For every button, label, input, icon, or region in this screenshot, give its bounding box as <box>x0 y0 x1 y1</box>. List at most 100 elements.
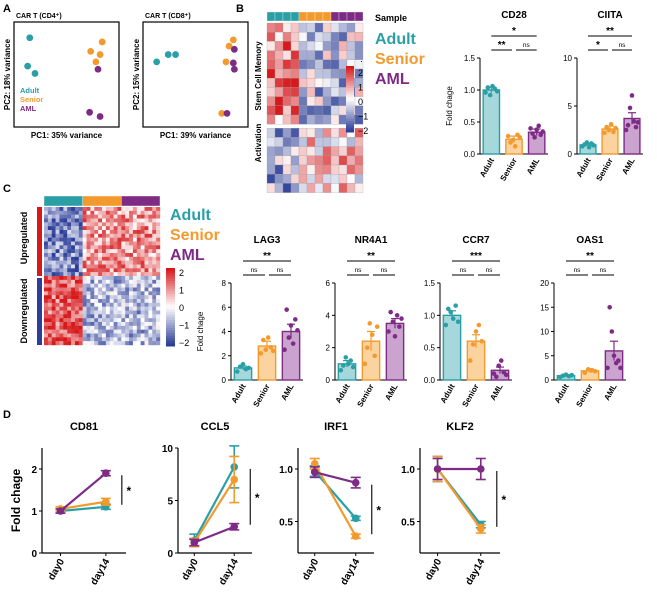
heatmap-c-cell-21-26 <box>144 287 149 292</box>
heatmap-c-cell-21-13 <box>94 287 99 292</box>
heatmap-b-scale-step-17 <box>346 103 354 107</box>
heatmap-c-cell-19-21 <box>125 279 130 284</box>
heatmap-b-scale-step-12 <box>346 92 354 96</box>
heatmap-c-cell-14-2 <box>51 260 56 265</box>
heatmap-c-cell-27-5 <box>63 310 68 315</box>
oas1-dot-aml-6 <box>618 365 623 371</box>
heatmap-c-cell-22-29 <box>156 291 161 296</box>
heatmap-b-stem-cell-3-5 <box>306 50 316 60</box>
heatmap-c-cell-33-23 <box>132 333 137 338</box>
heatmap-b-act-cell-6-5 <box>306 183 316 193</box>
lag3-dot-aml-6 <box>295 327 300 333</box>
heatmap-c-cell-3-2 <box>51 218 56 223</box>
heatmap-c-cell-25-5 <box>63 302 68 307</box>
heatmap-c-cell-7-18 <box>113 233 118 238</box>
lag3-xtick-adult: Adult <box>230 382 248 404</box>
heatmap-c-cell-24-28 <box>152 299 157 304</box>
heatmap-b-stem-cell-7-9 <box>338 87 348 97</box>
heatmap-c-cell-21-19 <box>117 287 122 292</box>
heatmap-c-cell-29-22 <box>129 318 134 323</box>
ciita-dot-adult-5 <box>591 143 596 148</box>
heatmap-c-cell-25-20 <box>121 302 126 307</box>
heatmap-c-cell-28-29 <box>156 314 161 319</box>
heatmap-c-cell-21-25 <box>140 287 145 292</box>
heatmap-b-stem-cell-7-0 <box>266 87 276 97</box>
heatmap-c-cell-13-26 <box>144 256 149 261</box>
heatmap-c-cell-26-22 <box>129 306 134 311</box>
heatmap-c-cell-11-4 <box>59 249 64 254</box>
heatmap-c-cell-3-7 <box>71 218 76 223</box>
heatmap-b-scale-step-3 <box>346 72 354 76</box>
heatmap-c-cell-27-26 <box>144 310 149 315</box>
heatmap-c-cell-24-3 <box>55 299 60 304</box>
heatmap-c-cell-24-2 <box>51 299 56 304</box>
heatmap-c-cell-17-26 <box>144 272 149 277</box>
heatmap-c-cell-29-26 <box>144 318 149 323</box>
nr4a1-dot-adult-4 <box>348 358 354 363</box>
heatmap-c-cell-13-6 <box>67 256 72 261</box>
heatmap-b-act-cell-6-2 <box>282 183 292 193</box>
heatmap-c-cell-19-29 <box>156 279 161 284</box>
heatmap-b-stem-cell-2-5 <box>306 41 316 51</box>
ccr7-dot-senior-2 <box>473 329 479 334</box>
heatmap-c-cell-31-16 <box>105 325 110 330</box>
heatmap-c-cell-12-4 <box>59 253 64 258</box>
heatmap-c-cell-16-4 <box>59 268 64 273</box>
heatmap-c-cell-12-19 <box>117 253 122 258</box>
heatmap-c-cell-25-8 <box>74 302 79 307</box>
heatmap-c-cell-5-22 <box>129 226 134 231</box>
heatmap-c-cell-20-28 <box>152 283 157 288</box>
heatmap-c-cell-4-19 <box>117 222 122 227</box>
heatmap-c-cell-3-28 <box>152 218 157 223</box>
heatmap-c-cell-8-29 <box>156 237 161 242</box>
heatmap-c-cell-23-10 <box>82 295 87 300</box>
heatmap-c-cell-31-13 <box>94 325 99 330</box>
heatmap-b-stem-cell-5-8 <box>330 68 340 79</box>
heatmap-c-cell-29-23 <box>132 318 137 323</box>
heatmap-c-cell-25-3 <box>55 302 60 307</box>
heatmap-c-cell-30-12 <box>90 322 95 327</box>
heatmap-c-cell-22-7 <box>71 291 76 296</box>
ccr7-dot-adult-4 <box>453 303 459 308</box>
heatmap-c-cell-35-6 <box>67 341 72 346</box>
heatmap-c-cell-7-14 <box>98 233 103 238</box>
heatmap-c-cell-7-3 <box>55 233 60 238</box>
nr4a1-dot-senior-1 <box>364 345 370 350</box>
heatmap-c-cell-5-12 <box>90 226 95 231</box>
heatmap-c-cell-11-26 <box>144 249 149 254</box>
heatmap-c-cell-11-6 <box>67 249 72 254</box>
heatmap-c-cell-35-10 <box>82 341 87 346</box>
cd28-dot-aml-3 <box>534 127 539 132</box>
heatmap-c-cell-11-25 <box>140 249 145 254</box>
heatmap-c-cell-2-9 <box>78 214 83 219</box>
heatmap-c-cell-16-23 <box>132 268 137 273</box>
heatmap-b-stem-cell-2-9 <box>338 41 348 51</box>
oas1-ytick-label-3: 15 <box>540 303 549 312</box>
heatmap-b-act-cell-4-4 <box>298 164 308 175</box>
heatmap-c-cell-12-15 <box>102 253 107 258</box>
heatmap-c-cell-11-23 <box>132 249 137 254</box>
pca_cd4-point-senior-3 <box>92 58 100 66</box>
heatmap-b-act-cell-3-9 <box>338 155 348 166</box>
pca_cd8-point-senior-0 <box>229 36 237 44</box>
heatmap-c-cell-19-12 <box>90 279 95 284</box>
panel-label-d: D <box>3 409 11 421</box>
heatmap-c-cell-30-25 <box>140 322 145 327</box>
heatmap-c-cell-25-24 <box>136 302 141 307</box>
heatmap-b-act-cell-1-9 <box>338 137 348 147</box>
heatmap-c-cell-0-17 <box>109 207 114 212</box>
heatmap-c-cell-15-0 <box>44 264 49 269</box>
heatmap-c-cell-15-27 <box>148 264 153 269</box>
heatmap-b-stem-cell-9-6 <box>314 105 324 116</box>
ciita-dot-senior-4 <box>611 129 616 135</box>
heatmap-b-stem-cell-9-2 <box>282 105 292 116</box>
cd81-line-aml <box>59 472 107 512</box>
heatmap-c-cell-13-11 <box>86 256 91 261</box>
heatmap-c-cell-28-6 <box>67 314 72 319</box>
heatmap-c-cell-13-24 <box>136 256 141 261</box>
heatmap-b-scale-step-9 <box>346 85 354 89</box>
heatmap-c-cell-0-16 <box>105 207 110 212</box>
legend-c-senior: Senior <box>170 227 220 244</box>
heatmap-b-act-cell-4-8 <box>330 164 340 175</box>
heatmap-b-stem-cell-6-5 <box>306 78 316 88</box>
